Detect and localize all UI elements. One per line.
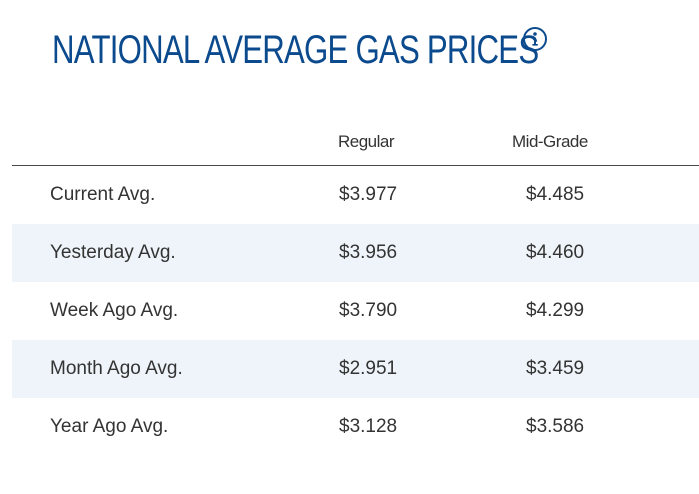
table-row-week-ago: Week Ago Avg. $3.790 $4.299 — [12, 282, 699, 340]
mid-grade-price: $4.299 — [526, 300, 585, 321]
mid-grade-price: $3.586 — [526, 416, 585, 437]
row-label: Current Avg. — [50, 184, 156, 205]
page-header: NATIONAL AVERAGE GAS PRICES — [52, 24, 676, 84]
table-row-year-ago: Year Ago Avg. $3.128 $3.586 — [12, 398, 699, 456]
mid-grade-price: $4.485 — [526, 184, 585, 205]
column-header-mid-grade: Mid-Grade — [512, 132, 588, 151]
table-header-row: Regular Mid-Grade — [12, 122, 699, 166]
page-title: NATIONAL AVERAGE GAS PRICES — [52, 28, 539, 72]
row-label: Month Ago Avg. — [50, 358, 183, 379]
mid-grade-price: $3.459 — [526, 358, 585, 379]
info-circle-icon[interactable] — [522, 26, 548, 52]
regular-price: $2.951 — [339, 358, 398, 379]
regular-price: $3.956 — [339, 242, 398, 263]
table-row-month-ago: Month Ago Avg. $2.951 $3.459 — [12, 340, 699, 398]
row-label: Week Ago Avg. — [50, 300, 179, 321]
mid-grade-price: $4.460 — [526, 242, 585, 263]
regular-price: $3.977 — [339, 184, 398, 205]
row-label: Year Ago Avg. — [50, 416, 169, 437]
regular-price: $3.790 — [339, 300, 398, 321]
row-label: Yesterday Avg. — [50, 242, 176, 263]
column-header-regular: Regular — [338, 132, 395, 151]
table-row-yesterday: Yesterday Avg. $3.956 $4.460 — [12, 224, 699, 282]
price-table: Current Avg. $3.977 $4.485 Yesterday Avg… — [12, 166, 699, 456]
table-row-current: Current Avg. $3.977 $4.485 — [12, 166, 699, 224]
regular-price: $3.128 — [339, 416, 398, 437]
